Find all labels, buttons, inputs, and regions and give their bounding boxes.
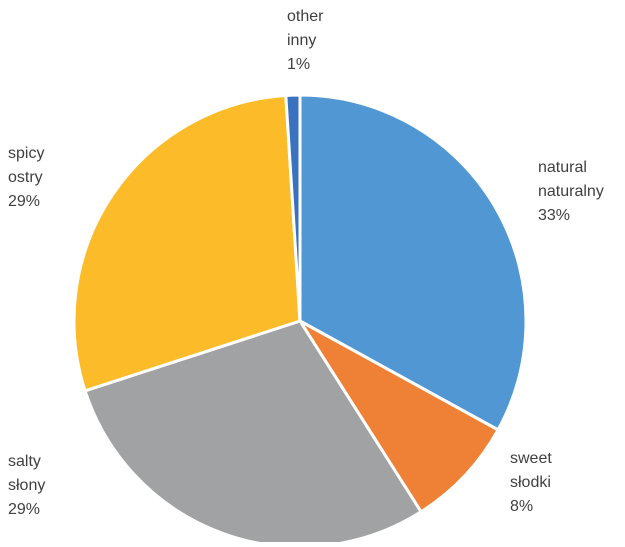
- slice-label-line: salty: [8, 453, 41, 470]
- pie-slice-natural: [298, 93, 528, 432]
- slice-label-line: natural: [538, 159, 587, 176]
- labels-layer: natural naturalny 33% sweet słodki 8% salty sło…: [8, 8, 604, 518]
- slice-label-line: 8%: [510, 498, 533, 515]
- slice-label-line: słony: [8, 477, 45, 494]
- pie-slice-other: [284, 93, 302, 323]
- slice-label-line: 29%: [8, 501, 40, 518]
- slice-label-line: sweet: [510, 450, 552, 467]
- slice-label-sweet: sweet słodki 8%: [510, 450, 552, 515]
- slice-label-line: naturalny: [538, 183, 604, 200]
- slice-label-other: other inny 1%: [287, 8, 324, 73]
- slice-label-line: 1%: [287, 56, 310, 73]
- pie-slice-spicy: [72, 93, 302, 393]
- slice-label-line: słodki: [510, 474, 551, 491]
- slice-label-line: 29%: [8, 193, 40, 210]
- slice-label-spicy: spicy ostry 29%: [8, 145, 44, 210]
- slice-label-natural: natural naturalny 33%: [538, 159, 604, 224]
- slice-label-line: ostry: [8, 169, 43, 186]
- slices-layer: [72, 93, 528, 547]
- slice-label-line: inny: [287, 32, 316, 49]
- pie-slice-salty: [83, 319, 423, 547]
- pie-slice-sweet: [298, 319, 500, 514]
- slice-label-line: 33%: [538, 207, 570, 224]
- slice-label-line: spicy: [8, 145, 44, 162]
- slice-label-line: other: [287, 8, 324, 25]
- slice-label-salty: salty słony 29%: [8, 453, 45, 518]
